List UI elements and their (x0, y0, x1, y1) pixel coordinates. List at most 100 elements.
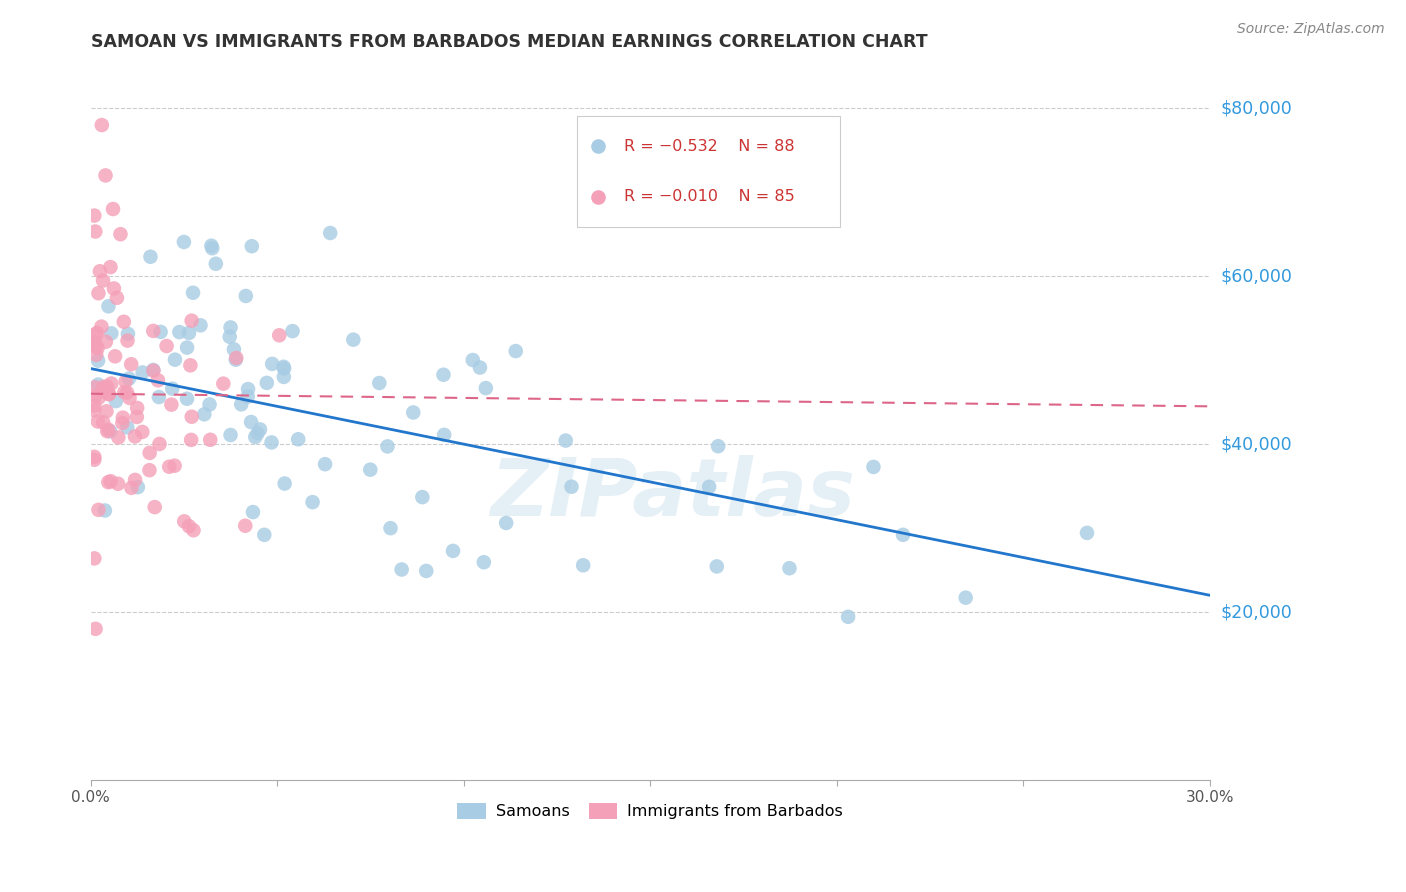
Point (273, 359, 295, 374)
Point (697, 480, 720, 494)
Point (97, 475, 120, 490)
Point (433, 428, 456, 442)
Point (380, 521, 402, 535)
Point (411, 490, 433, 504)
Point (273, 476, 295, 491)
Point (120, 481, 142, 495)
Point (97, 387, 120, 401)
Point (94, 503, 117, 517)
Point (183, 523, 205, 537)
Point (118, 371, 141, 385)
Point (83, 209, 105, 223)
Point (233, 518, 256, 533)
Point (572, 558, 595, 573)
Point (256, 376, 278, 390)
Point (127, 401, 149, 415)
Point (475, 381, 498, 395)
Point (91, 415, 114, 429)
Point (124, 429, 146, 443)
FancyBboxPatch shape (578, 116, 841, 227)
Point (281, 324, 304, 338)
Point (319, 226, 342, 240)
Point (104, 394, 127, 409)
Point (90, 319, 112, 334)
Point (127, 480, 149, 494)
Point (891, 528, 914, 542)
Point (125, 409, 148, 424)
Point (83, 399, 105, 413)
Point (97, 299, 120, 313)
Point (359, 463, 381, 477)
Point (240, 415, 263, 429)
Point (117, 420, 139, 434)
Point (94, 169, 117, 183)
Point (124, 473, 146, 487)
Point (200, 433, 222, 447)
Point (198, 397, 221, 411)
Point (118, 391, 141, 405)
Point (554, 434, 576, 448)
Point (706, 559, 728, 574)
Text: $20,000: $20,000 (1220, 603, 1292, 621)
Point (117, 326, 139, 341)
Point (179, 359, 201, 373)
Point (84, 348, 107, 362)
Point (87, 503, 110, 517)
Point (120, 357, 142, 371)
Point (180, 409, 202, 424)
Point (253, 528, 276, 542)
Point (262, 357, 284, 371)
Point (97, 423, 120, 437)
Point (84, 380, 107, 394)
Point (160, 398, 183, 412)
Point (91, 380, 114, 394)
Point (100, 260, 122, 274)
Point (1076, 525, 1098, 540)
Text: SAMOAN VS IMMIGRANTS FROM BARBADOS MEDIAN EARNINGS CORRELATION CHART: SAMOAN VS IMMIGRANTS FROM BARBADOS MEDIA… (90, 33, 927, 51)
Point (101, 202, 124, 216)
Point (84, 340, 107, 354)
Point (148, 437, 170, 451)
Point (225, 351, 247, 365)
Point (377, 439, 399, 453)
Point (273, 361, 295, 376)
Point (142, 363, 165, 377)
Point (91, 273, 114, 287)
Point (149, 325, 172, 339)
Point (169, 325, 191, 339)
Point (148, 390, 170, 404)
Point (87, 286, 110, 301)
Point (93, 384, 115, 398)
Point (163, 458, 186, 473)
Point (96, 424, 118, 438)
Point (111, 416, 134, 430)
Point (105, 291, 128, 305)
Point (205, 257, 228, 271)
Text: Source: ZipAtlas.com: Source: ZipAtlas.com (1237, 22, 1385, 37)
Point (236, 382, 259, 396)
Point (117, 334, 139, 348)
Point (231, 397, 253, 411)
Point (111, 410, 134, 425)
Point (155, 339, 177, 353)
Point (87, 391, 110, 405)
Point (131, 366, 153, 380)
Point (107, 476, 129, 491)
Point (245, 430, 267, 444)
Point (98, 387, 121, 401)
Point (560, 480, 582, 494)
Point (260, 435, 283, 450)
Point (269, 328, 291, 343)
Point (837, 609, 859, 624)
Point (112, 315, 135, 329)
Point (180, 313, 202, 327)
Point (87, 353, 110, 368)
Point (201, 241, 224, 255)
Point (138, 446, 160, 460)
Point (342, 333, 364, 347)
Point (139, 250, 162, 264)
Point (84, 327, 107, 342)
Point (87, 415, 110, 429)
Point (100, 475, 122, 489)
Point (173, 514, 195, 528)
